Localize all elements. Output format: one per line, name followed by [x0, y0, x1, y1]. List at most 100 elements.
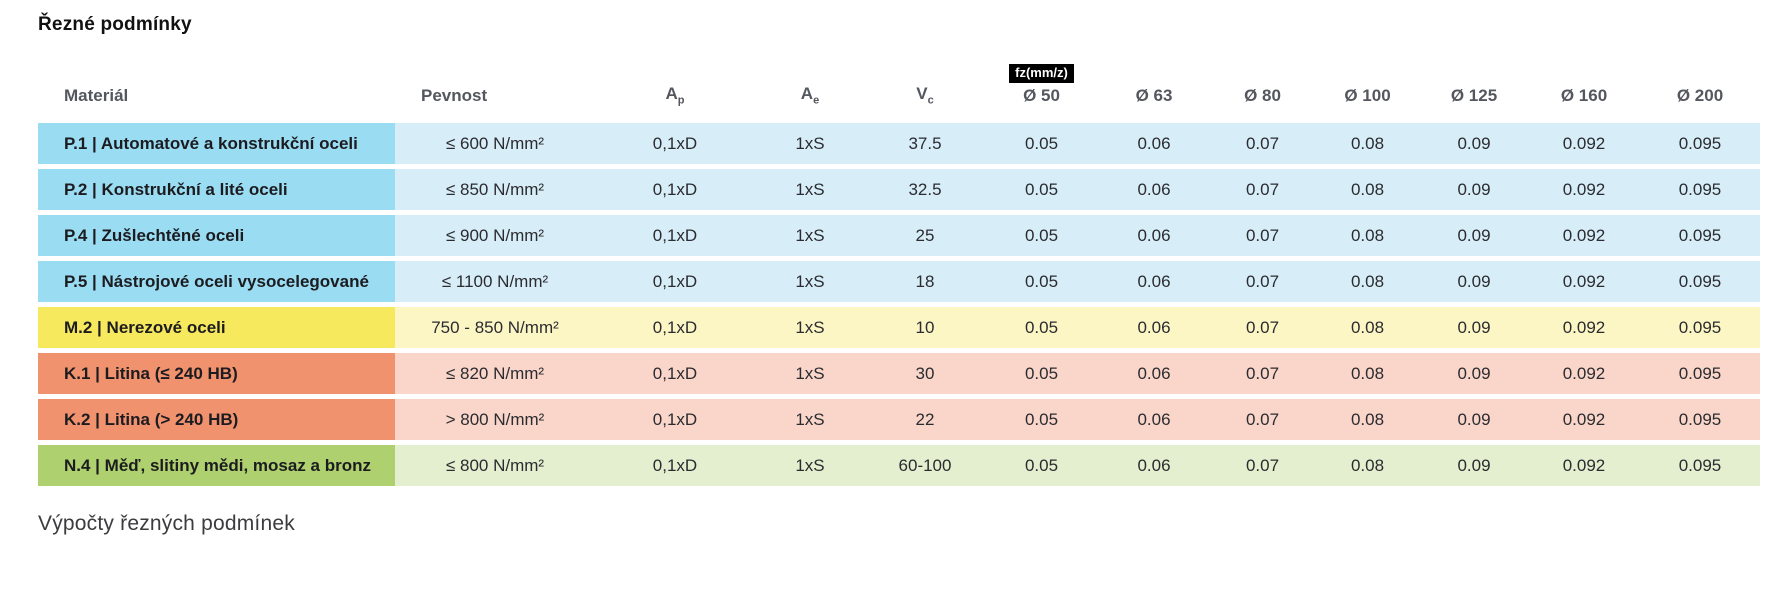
column-header-d125: Ø 125 — [1450, 86, 1498, 105]
column-header-material: Materiál — [64, 86, 129, 105]
fz-d100-cell: 0.08 — [1315, 307, 1420, 348]
fz-d200-cell: 0.095 — [1640, 215, 1760, 256]
table-row-p4: P.4 | Zušlechtěné oceli ≤ 900 N/mm² 0,1x… — [38, 215, 1760, 256]
fz-d125-cell: 0.09 — [1420, 399, 1528, 440]
fz-d200-cell: 0.095 — [1640, 123, 1760, 164]
fz-d50-cell: 0.05 — [985, 215, 1098, 256]
fz-d50-cell: 0.05 — [985, 353, 1098, 394]
table-row-n4: N.4 | Měď, slitiny mědi, mosaz a bronz ≤… — [38, 445, 1760, 486]
section-heading-calculations: Výpočty řezných podmínek — [38, 512, 295, 535]
table-row-m2: M.2 | Nerezové oceli 750 - 850 N/mm² 0,1… — [38, 307, 1760, 348]
ap-cell: 0,1xD — [595, 169, 755, 210]
fz-d125-cell: 0.09 — [1420, 261, 1528, 302]
fz-d63-cell: 0.06 — [1098, 353, 1210, 394]
table-row-k1: K.1 | Litina (≤ 240 HB) ≤ 820 N/mm² 0,1x… — [38, 353, 1760, 394]
pevnost-cell: 750 - 850 N/mm² — [395, 307, 595, 348]
fz-d160-cell: 0.092 — [1528, 123, 1640, 164]
ae-cell: 1xS — [755, 307, 865, 348]
column-header-pevnost: Pevnost — [421, 86, 488, 105]
fz-d50-cell: 0.05 — [985, 169, 1098, 210]
fz-d125-cell: 0.09 — [1420, 215, 1528, 256]
fz-d80-cell: 0.07 — [1210, 123, 1315, 164]
vc-cell: 30 — [865, 353, 985, 394]
ae-cell: 1xS — [755, 169, 865, 210]
material-cell: P.2 | Konstrukční a lité oceli — [38, 169, 395, 210]
vc-cell: 25 — [865, 215, 985, 256]
material-cell: M.2 | Nerezové oceli — [38, 307, 395, 348]
fz-d200-cell: 0.095 — [1640, 445, 1760, 486]
fz-d63-cell: 0.06 — [1098, 261, 1210, 302]
fz-d200-cell: 0.095 — [1640, 169, 1760, 210]
fz-d100-cell: 0.08 — [1315, 261, 1420, 302]
ap-cell: 0,1xD — [595, 399, 755, 440]
ae-cell: 1xS — [755, 445, 865, 486]
vc-cell: 60-100 — [865, 445, 985, 486]
column-header-d80: Ø 80 — [1244, 86, 1281, 105]
fz-d200-cell: 0.095 — [1640, 353, 1760, 394]
fz-d100-cell: 0.08 — [1315, 399, 1420, 440]
fz-d63-cell: 0.06 — [1098, 215, 1210, 256]
fz-d50-cell: 0.05 — [985, 261, 1098, 302]
pevnost-cell: ≤ 800 N/mm² — [395, 445, 595, 486]
fz-d63-cell: 0.06 — [1098, 307, 1210, 348]
fz-d160-cell: 0.092 — [1528, 169, 1640, 210]
pevnost-cell: ≤ 900 N/mm² — [395, 215, 595, 256]
ap-cell: 0,1xD — [595, 261, 755, 302]
column-header-ap: Ap — [665, 83, 685, 106]
fz-d125-cell: 0.09 — [1420, 307, 1528, 348]
fz-d100-cell: 0.08 — [1315, 123, 1420, 164]
fz-d80-cell: 0.07 — [1210, 261, 1315, 302]
fz-d100-cell: 0.08 — [1315, 169, 1420, 210]
material-cell: K.1 | Litina (≤ 240 HB) — [38, 353, 395, 394]
fz-d100-cell: 0.08 — [1315, 445, 1420, 486]
table-row-k2: K.2 | Litina (> 240 HB) > 800 N/mm² 0,1x… — [38, 399, 1760, 440]
fz-d80-cell: 0.07 — [1210, 215, 1315, 256]
cutting-conditions-table: Materiál Pevnost Ap Ae Vc fz(mm/z) Ø 50 … — [38, 56, 1760, 486]
fz-d50-cell: 0.05 — [985, 399, 1098, 440]
material-cell: N.4 | Měď, slitiny mědi, mosaz a bronz — [38, 445, 395, 486]
ap-cell: 0,1xD — [595, 353, 755, 394]
ae-cell: 1xS — [755, 123, 865, 164]
pevnost-cell: > 800 N/mm² — [395, 399, 595, 440]
fz-d160-cell: 0.092 — [1528, 261, 1640, 302]
fz-d50-cell: 0.05 — [985, 307, 1098, 348]
fz-d160-cell: 0.092 — [1528, 399, 1640, 440]
material-cell: K.2 | Litina (> 240 HB) — [38, 399, 395, 440]
fz-d125-cell: 0.09 — [1420, 353, 1528, 394]
fz-d80-cell: 0.07 — [1210, 353, 1315, 394]
column-header-d100: Ø 100 — [1344, 86, 1391, 105]
ap-cell: 0,1xD — [595, 307, 755, 348]
pevnost-cell: ≤ 850 N/mm² — [395, 169, 595, 210]
ae-cell: 1xS — [755, 261, 865, 302]
ap-cell: 0,1xD — [595, 445, 755, 486]
fz-d100-cell: 0.08 — [1315, 353, 1420, 394]
fz-unit-badge: fz(mm/z) — [1009, 63, 1074, 83]
fz-d80-cell: 0.07 — [1210, 169, 1315, 210]
fz-d200-cell: 0.095 — [1640, 399, 1760, 440]
ap-cell: 0,1xD — [595, 215, 755, 256]
fz-d63-cell: 0.06 — [1098, 169, 1210, 210]
fz-d63-cell: 0.06 — [1098, 123, 1210, 164]
vc-cell: 22 — [865, 399, 985, 440]
material-cell: P.5 | Nástrojové oceli vysocelegované — [38, 261, 395, 302]
table-row-p2: P.2 | Konstrukční a lité oceli ≤ 850 N/m… — [38, 169, 1760, 210]
fz-d100-cell: 0.08 — [1315, 215, 1420, 256]
pevnost-cell: ≤ 600 N/mm² — [395, 123, 595, 164]
ae-cell: 1xS — [755, 399, 865, 440]
ae-cell: 1xS — [755, 353, 865, 394]
column-header-d200: Ø 200 — [1676, 86, 1724, 105]
page-title: Řezné podmínky — [38, 14, 192, 35]
material-cell: P.1 | Automatové a konstrukční oceli — [38, 123, 395, 164]
fz-d200-cell: 0.095 — [1640, 307, 1760, 348]
table-row-p1: P.1 | Automatové a konstrukční oceli ≤ 6… — [38, 123, 1760, 164]
column-header-d50: fz(mm/z) Ø 50 — [985, 63, 1098, 108]
vc-cell: 18 — [865, 261, 985, 302]
material-cell: P.4 | Zušlechtěné oceli — [38, 215, 395, 256]
fz-d125-cell: 0.09 — [1420, 445, 1528, 486]
fz-d160-cell: 0.092 — [1528, 353, 1640, 394]
pevnost-cell: ≤ 820 N/mm² — [395, 353, 595, 394]
column-header-ae: Ae — [800, 83, 820, 106]
pevnost-cell: ≤ 1100 N/mm² — [395, 261, 595, 302]
vc-cell: 37.5 — [865, 123, 985, 164]
table-row-p5: P.5 | Nástrojové oceli vysocelegované ≤ … — [38, 261, 1760, 302]
